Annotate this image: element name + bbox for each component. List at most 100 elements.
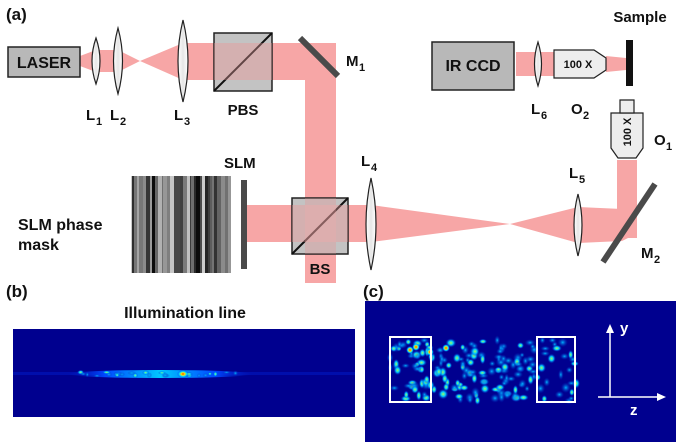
svg-text:L: L — [361, 153, 370, 170]
speckle-spot — [405, 338, 412, 346]
line-speckle — [213, 371, 218, 377]
line-speckle — [141, 370, 150, 376]
ir-ccd-box — [431, 41, 515, 91]
lens-l5 — [573, 193, 583, 257]
pbs-label: PBS — [228, 102, 259, 119]
line-speckle — [102, 370, 112, 375]
speckle-spot — [551, 344, 562, 352]
speckle-spot — [503, 391, 511, 400]
line-speckle — [207, 372, 213, 376]
svg-text:5: 5 — [579, 174, 585, 186]
mask-stripe — [194, 176, 196, 273]
speckle-spot — [389, 385, 400, 392]
speckle-spot — [540, 345, 551, 352]
mask-stripe — [183, 176, 187, 273]
mask-stripe — [208, 176, 210, 273]
svg-text:2: 2 — [654, 254, 660, 266]
speckle-spot — [470, 346, 480, 357]
sample-label: Sample — [613, 9, 666, 26]
mask-stripe — [217, 176, 221, 273]
label-m2: M 2 — [641, 245, 660, 266]
speckle-spot — [529, 343, 536, 350]
axis-y-label: y — [620, 320, 629, 337]
label-l6: L 6 — [531, 101, 547, 122]
svg-text:4: 4 — [371, 162, 378, 174]
axis-z-label: z — [630, 402, 638, 419]
line-speckle — [232, 370, 239, 376]
svg-text:1: 1 — [359, 62, 365, 74]
bs-beam-overlay-vertical — [305, 198, 336, 254]
speckle-spot — [565, 366, 573, 374]
label-o2: O 2 — [571, 101, 589, 122]
svg-text:2: 2 — [583, 110, 589, 122]
line-speckle — [114, 373, 120, 378]
svg-text:L: L — [86, 107, 95, 124]
speckle-spot — [527, 360, 538, 369]
label-l5: L 5 — [569, 165, 585, 186]
mask-stripe — [221, 176, 225, 273]
speckle-spot — [418, 348, 427, 358]
illumination-speckles — [76, 369, 239, 379]
speckle-spot — [478, 338, 488, 345]
mask-stripe — [214, 176, 217, 273]
axis-z-arrow — [657, 393, 666, 401]
lens-l2 — [112, 25, 124, 97]
mask-stripe — [150, 176, 152, 273]
line-speckle — [157, 371, 166, 375]
objective-o1-tip — [619, 99, 635, 114]
line-speckle — [202, 372, 209, 378]
lens-l6 — [533, 40, 543, 88]
speckle-spot — [486, 366, 497, 377]
lens-l4 — [365, 177, 377, 271]
lens-l1 — [91, 36, 101, 86]
speckle-spot — [498, 373, 505, 381]
speckle-spot — [439, 353, 445, 365]
mask-stripe — [132, 176, 134, 273]
speckle-spot — [494, 335, 501, 346]
speckle-spot — [442, 382, 450, 392]
label-l1: L 1 — [86, 107, 102, 128]
speckle-hotspot — [442, 344, 450, 352]
label-m1: M 1 — [346, 53, 365, 74]
label-l2: L 2 — [110, 107, 126, 128]
mask-stripe — [139, 176, 143, 273]
svg-text:M: M — [346, 53, 359, 70]
speckle-spot — [470, 386, 480, 398]
mask-stripe — [196, 176, 200, 273]
speckle-spot — [421, 391, 428, 399]
speckle-spot — [403, 390, 410, 399]
speckle-spot — [390, 345, 398, 352]
speckle-spot — [557, 337, 568, 348]
speckle-spot — [454, 393, 464, 400]
speckle-spot — [524, 385, 530, 392]
speckle-spot — [537, 362, 547, 373]
svg-text:1: 1 — [96, 116, 102, 128]
speckle-spot — [479, 353, 486, 365]
speckle-spot — [411, 385, 419, 394]
line-speckle — [93, 374, 101, 378]
speckle-spot — [467, 395, 473, 404]
mask-stripe — [155, 176, 158, 273]
svg-text:L: L — [569, 165, 578, 182]
mask-stripe — [163, 176, 167, 273]
label-o1: O 1 — [654, 132, 672, 153]
speckle-spot — [541, 395, 548, 403]
mask-stripe — [200, 176, 202, 273]
speckle-spot — [445, 361, 453, 369]
slm-device — [241, 180, 247, 269]
sample-slide — [626, 40, 633, 86]
speckle-spot — [535, 383, 546, 394]
line-speckle — [222, 370, 231, 375]
mask-stripe — [176, 176, 180, 273]
svg-text:6: 6 — [541, 110, 547, 122]
mask-stripe — [210, 176, 212, 273]
mask-stripe — [137, 176, 139, 273]
speckle-spot — [539, 336, 546, 344]
speckle-spot — [559, 352, 570, 360]
speckle-spot — [396, 339, 403, 349]
speckle-spot — [543, 377, 551, 387]
mask-stripe — [152, 176, 155, 273]
mask-stripe — [174, 176, 176, 273]
svg-text:O: O — [654, 132, 666, 149]
